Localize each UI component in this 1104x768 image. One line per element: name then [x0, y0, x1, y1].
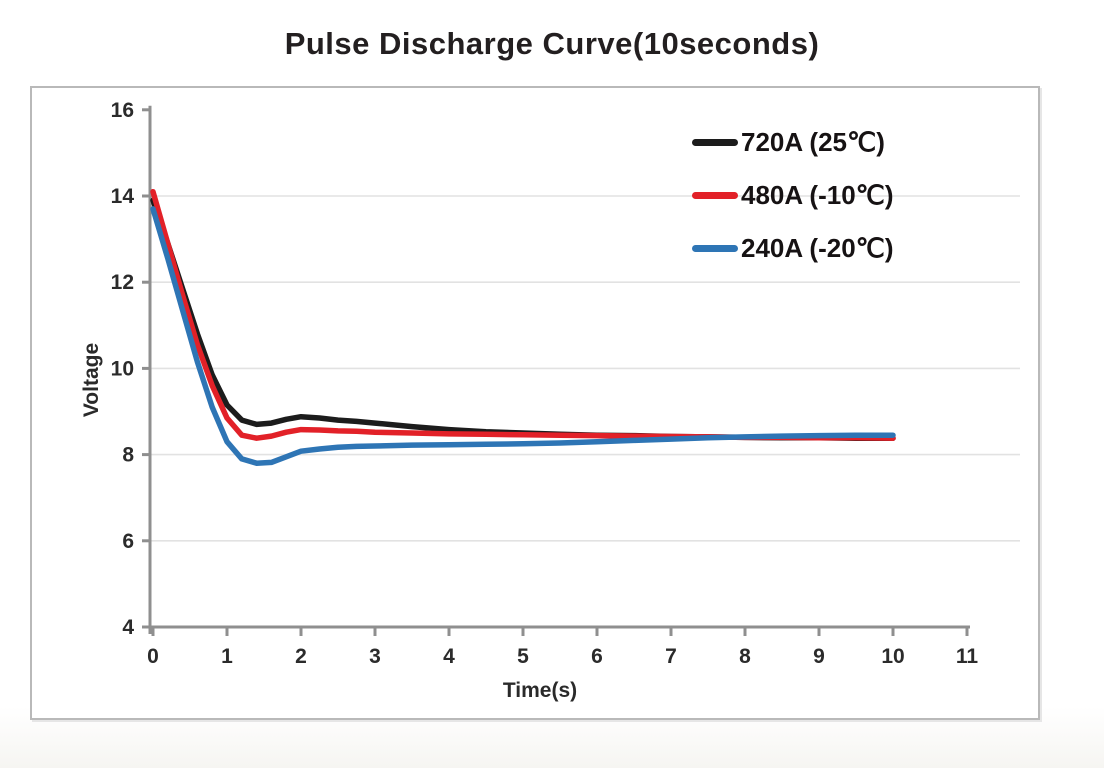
legend-item-240a: 240A (-20℃)	[692, 233, 894, 264]
x-tick-label-4: 4	[443, 645, 455, 668]
x-tick-label-1: 1	[221, 645, 233, 668]
chart-title: Pulse Discharge Curve(10seconds)	[284, 26, 820, 61]
legend-item-720a: 720A (25℃)	[692, 127, 894, 158]
x-tick-label-10: 10	[881, 645, 904, 668]
legend-swatch-red-icon	[692, 192, 738, 199]
x-tick-label-5: 5	[517, 645, 529, 668]
y-axis-title: Voltage	[80, 342, 103, 418]
legend-label-720a: 720A (25℃)	[741, 127, 885, 157]
y-tick-label-10: 10	[111, 357, 134, 380]
y-tick-label-8: 8	[122, 444, 134, 467]
x-tick-label-2: 2	[295, 645, 307, 668]
y-tick-label-14: 14	[111, 185, 135, 208]
series-line-2	[150, 206, 896, 466]
legend-label-480a: 480A (-10℃)	[741, 180, 894, 210]
y-tick-label-6: 6	[122, 530, 134, 553]
legend-label-240a: 240A (-20℃)	[741, 233, 894, 263]
y-tick-label-12: 12	[111, 271, 134, 294]
x-tick-label-8: 8	[739, 645, 751, 668]
legend: 720A (25℃) 480A (-10℃) 240A (-20℃)	[692, 127, 894, 264]
y-tick-label-4: 4	[122, 616, 134, 639]
chart-frame	[30, 86, 1040, 720]
x-axis-title: Time(s)	[502, 679, 578, 702]
x-tick-label-0: 0	[147, 645, 159, 668]
legend-item-480a: 480A (-10℃)	[692, 180, 894, 211]
x-tick-label-6: 6	[591, 645, 603, 668]
x-tick-label-9: 9	[813, 645, 825, 668]
legend-swatch-black-icon	[692, 139, 738, 146]
x-tick-label-7: 7	[665, 645, 677, 668]
x-tick-label-3: 3	[369, 645, 381, 668]
y-tick-label-16: 16	[111, 99, 134, 122]
legend-swatch-blue-icon	[692, 245, 738, 252]
x-tick-label-11: 11	[956, 645, 979, 668]
